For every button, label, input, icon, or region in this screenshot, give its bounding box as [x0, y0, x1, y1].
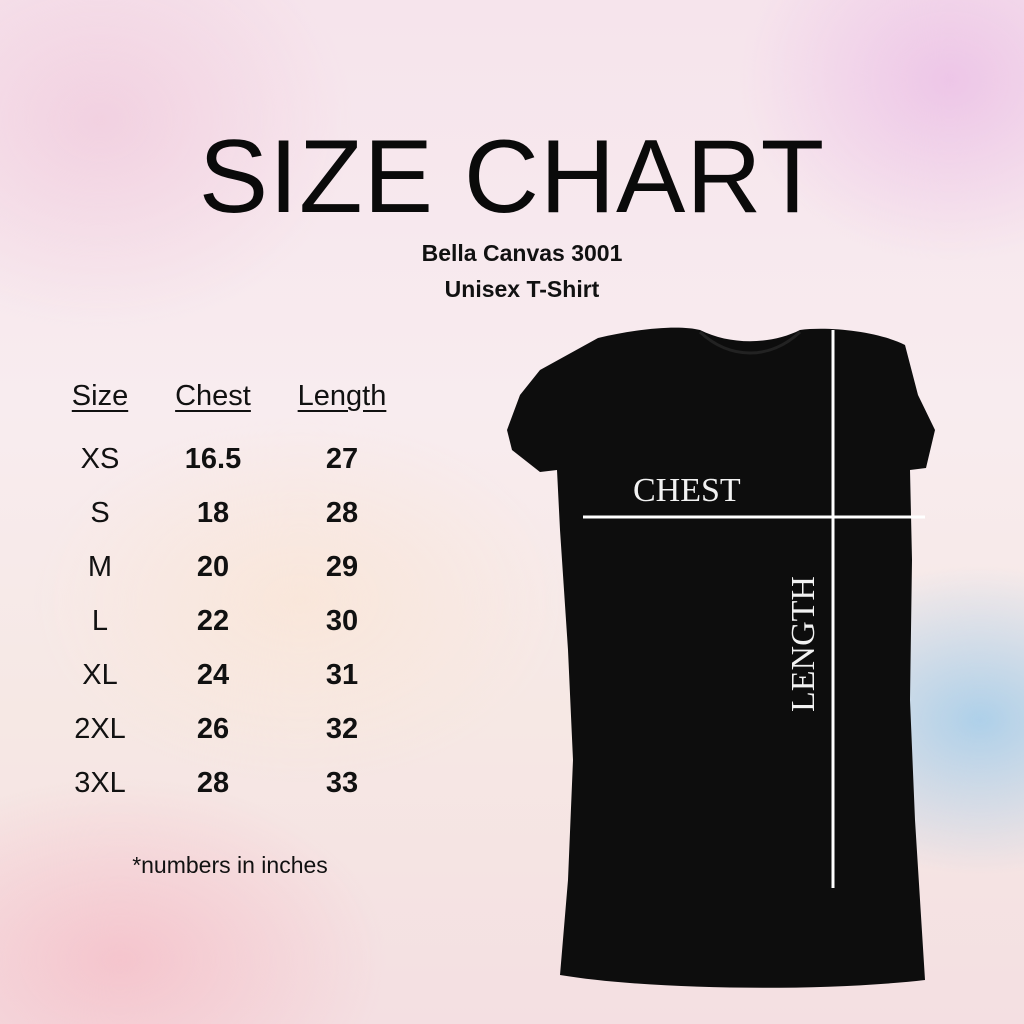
size-cell: XL [82, 659, 118, 691]
chest-cell: 28 [196, 767, 230, 799]
product-type: Unisex T-Shirt [444, 276, 600, 302]
length-cell: 30 [325, 605, 359, 637]
length-label: LENGTH [785, 576, 822, 712]
chest-cell: 18 [196, 497, 230, 529]
collar [698, 330, 802, 355]
size-cell: 2XL [74, 713, 126, 745]
header-size: Size [71, 380, 129, 412]
product-name: Bella Canvas 3001 [421, 240, 623, 266]
length-cell: 31 [325, 659, 359, 691]
chest-cell: 20 [196, 551, 230, 583]
size-cell: XS [80, 443, 120, 475]
chest-cell: 22 [196, 605, 230, 637]
size-cell: M [87, 551, 113, 583]
header-length: Length [297, 380, 387, 412]
footnote: *numbers in inches [132, 852, 328, 878]
tshirt-shape [507, 327, 935, 988]
page-title: SIZE CHART [198, 119, 826, 235]
length-cell: 33 [325, 767, 359, 799]
size-cell: L [91, 605, 109, 637]
length-cell: 27 [325, 443, 359, 475]
length-cell: 28 [325, 497, 359, 529]
chest-cell: 24 [196, 659, 230, 691]
size-cell: S [90, 497, 110, 529]
chest-label: CHEST [633, 472, 741, 509]
header-chest: Chest [175, 380, 251, 412]
length-cell: 32 [325, 713, 359, 745]
chest-cell: 16.5 [184, 443, 242, 475]
size-cell: 3XL [74, 767, 126, 799]
chest-cell: 26 [196, 713, 230, 745]
length-cell: 29 [325, 551, 359, 583]
